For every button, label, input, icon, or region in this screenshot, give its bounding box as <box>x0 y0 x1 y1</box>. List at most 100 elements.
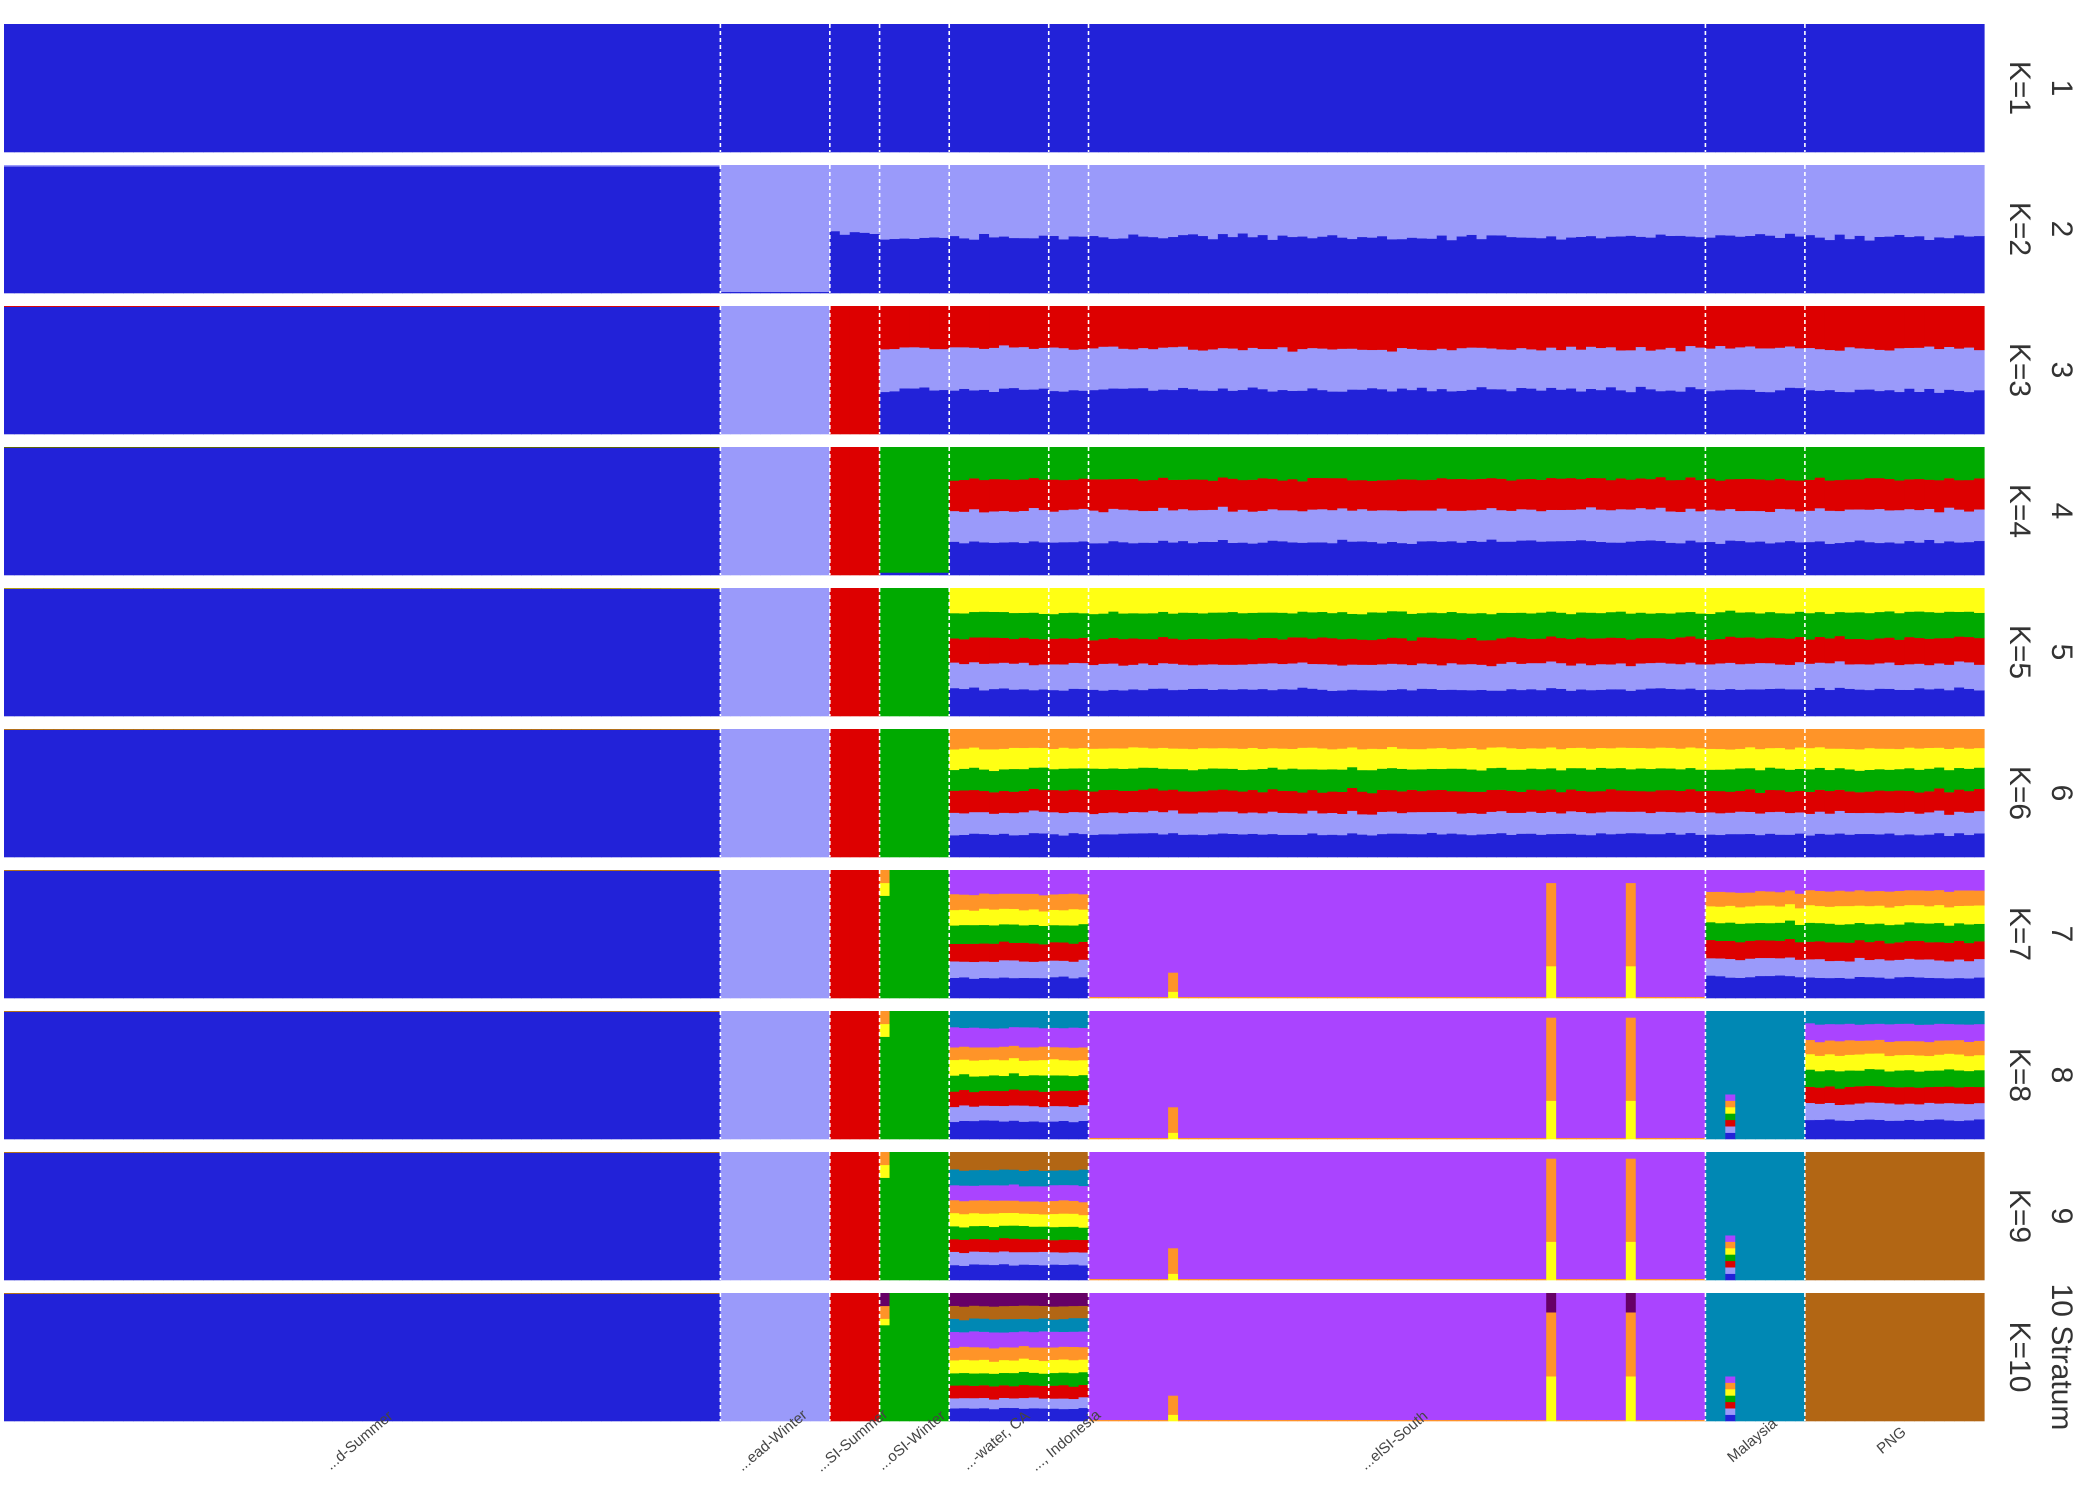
cluster-segment <box>292 870 304 999</box>
cluster-segment <box>1695 479 1707 512</box>
cluster-segment <box>43 306 55 435</box>
cluster-segment <box>491 447 503 576</box>
cluster-segment <box>899 588 911 717</box>
sample-bar <box>292 870 304 999</box>
cluster-segment <box>1884 611 1896 638</box>
cluster-segment <box>1058 729 1070 748</box>
sample-bar <box>859 588 871 717</box>
cluster-segment <box>1635 540 1647 576</box>
cluster-segment <box>421 165 433 167</box>
cluster-segment <box>1088 834 1100 858</box>
cluster-segment <box>1824 588 1836 614</box>
cluster-segment <box>979 233 990 294</box>
cluster-segment <box>1556 833 1567 858</box>
sample-bar <box>750 165 761 294</box>
cluster-segment <box>1317 637 1328 665</box>
sample-bar <box>1854 729 1866 858</box>
sample-bar <box>521 165 532 294</box>
cluster-segment <box>581 588 592 717</box>
cluster-segment <box>591 165 602 167</box>
cluster-segment <box>1516 689 1527 717</box>
cluster-segment <box>1904 447 1915 480</box>
cluster-segment <box>839 24 851 153</box>
cluster-segment <box>1924 611 1935 639</box>
cluster-segment <box>670 447 682 576</box>
cluster-segment <box>1735 833 1746 858</box>
sample-bar <box>1068 729 1080 858</box>
cluster-segment <box>1217 306 1229 349</box>
cluster-segment <box>1307 663 1318 689</box>
cluster-segment <box>1526 509 1537 541</box>
cluster-segment <box>1018 306 1030 348</box>
cluster-segment <box>1347 833 1358 858</box>
sample-bar <box>1416 24 1428 153</box>
cluster-segment <box>1158 447 1169 478</box>
cluster-segment <box>401 447 413 576</box>
cluster-segment <box>372 870 383 999</box>
cluster-segment <box>710 166 721 294</box>
cluster-segment <box>1824 165 1836 241</box>
cluster-segment <box>1267 689 1279 717</box>
cluster-segment <box>1755 447 1766 480</box>
cluster-segment <box>1217 506 1229 541</box>
cluster-segment <box>1824 769 1836 792</box>
sample-bar <box>441 588 453 717</box>
cluster-segment <box>1745 306 1756 347</box>
sample-bar <box>1227 447 1239 576</box>
cluster-segment <box>1655 729 1667 748</box>
cluster-segment <box>1595 747 1607 768</box>
cluster-segment <box>1735 165 1746 237</box>
cluster-segment <box>1446 748 1458 769</box>
cluster-segment <box>431 870 443 999</box>
sample-bar <box>979 165 990 294</box>
cluster-segment <box>979 769 990 792</box>
sample-bar <box>1466 165 1478 294</box>
cluster-segment <box>1038 664 1050 690</box>
sample-bar <box>1506 588 1517 717</box>
cluster-segment <box>899 165 911 239</box>
sample-bar <box>23 306 35 435</box>
cluster-segment <box>123 306 134 307</box>
cluster-segment <box>1526 729 1537 749</box>
cluster-segment <box>73 306 85 307</box>
cluster-segment <box>1486 613 1498 641</box>
sample-bar <box>1974 306 1985 435</box>
cluster-segment <box>1138 306 1149 349</box>
cluster-segment <box>1038 767 1050 791</box>
cluster-segment <box>1426 510 1438 542</box>
cluster-segment <box>799 588 811 717</box>
cluster-segment <box>1188 542 1199 576</box>
cluster-segment <box>1028 477 1040 509</box>
sample-bar <box>372 24 383 153</box>
cluster-segment <box>1327 349 1338 392</box>
cluster-segment <box>73 447 85 448</box>
sample-bar <box>252 588 264 717</box>
cluster-segment <box>1148 664 1159 689</box>
cluster-segment <box>1665 165 1677 236</box>
cluster-segment <box>571 166 582 294</box>
sample-bar <box>501 729 513 858</box>
cluster-segment <box>1576 637 1587 664</box>
cluster-segment <box>1576 391 1587 435</box>
cluster-segment <box>1675 391 1687 435</box>
cluster-segment <box>1506 390 1517 435</box>
cluster-segment <box>372 165 383 167</box>
cluster-segment <box>670 166 682 294</box>
cluster-segment <box>1506 661 1517 690</box>
cluster-segment <box>173 447 184 576</box>
cluster-segment <box>1745 811 1756 835</box>
cluster-segment <box>1396 588 1408 612</box>
cluster-segment <box>1297 662 1309 688</box>
cluster-segment <box>1436 588 1448 614</box>
sample-bar <box>1695 306 1707 435</box>
cluster-segment <box>1188 234 1199 294</box>
cluster-segment <box>1008 791 1020 814</box>
cluster-segment <box>620 729 632 858</box>
sample-bar <box>431 306 443 435</box>
cluster-segment <box>1586 834 1597 858</box>
sample-bar <box>1615 24 1627 153</box>
sample-bar <box>1914 588 1925 717</box>
cluster-segment <box>989 688 1000 717</box>
cluster-segment <box>163 306 174 307</box>
cluster-segment <box>1874 477 1886 510</box>
